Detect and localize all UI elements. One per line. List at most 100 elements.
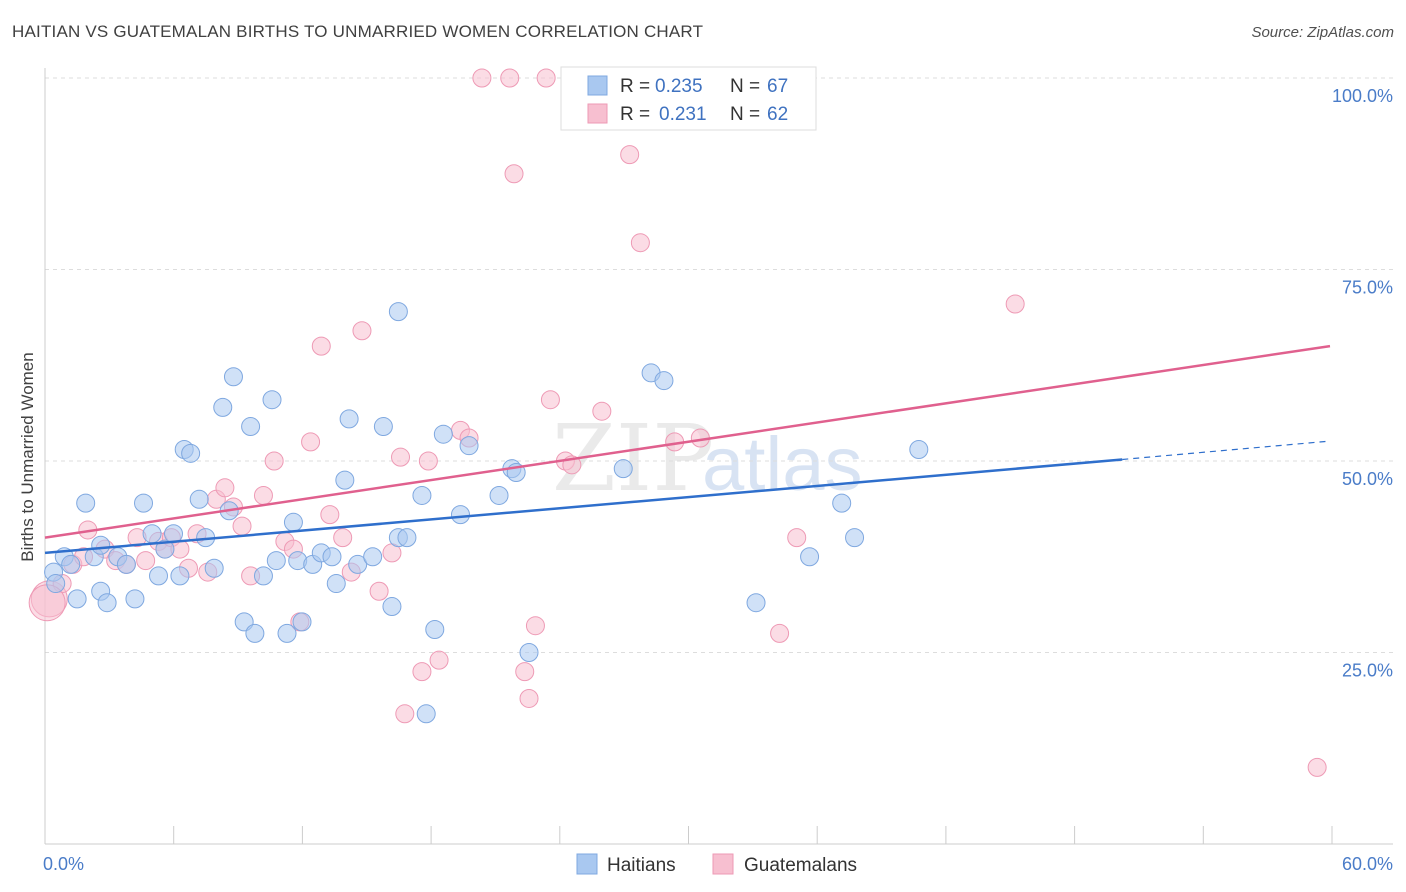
trend-lines (44, 344, 1331, 555)
haitians-point (339, 409, 359, 429)
haitians-point (425, 620, 445, 640)
guatemalans-point (391, 447, 411, 467)
haitians-point (832, 493, 852, 513)
haitians-point (142, 524, 162, 544)
haitians-point (213, 397, 233, 417)
haitians-point (76, 493, 96, 513)
guatemalans-point (630, 233, 650, 253)
haitians-point (277, 623, 297, 643)
guatemalans-point (320, 505, 340, 525)
legend-guatemalans-label: Guatemalans (744, 855, 857, 876)
haitians-point (91, 535, 111, 555)
guatemalans-point (1005, 294, 1025, 314)
haitians-point (459, 436, 479, 456)
guatemalans-point (333, 528, 353, 548)
guatemalans-point (500, 68, 520, 88)
stats-haitians-n-value: 67 (767, 76, 788, 97)
haitians-point (613, 459, 633, 479)
y-tick-labels: 100.0% 75.0% 50.0% 25.0% (1332, 86, 1393, 681)
guatemalans-point (352, 321, 372, 341)
guatemalans-point (418, 451, 438, 471)
chart-title: HAITIAN VS GUATEMALAN BIRTHS TO UNMARRIE… (12, 22, 704, 41)
haitians-point (266, 551, 286, 571)
guatemalans-point (301, 432, 321, 452)
guatemalans-point (395, 704, 415, 724)
haitians-point (335, 470, 355, 490)
haitians-trend-line (44, 458, 1123, 555)
legend: Haitians Guatemalans (576, 853, 857, 876)
guatemalans-point (412, 662, 432, 682)
y-tick-label: 50.0% (1342, 469, 1393, 489)
haitians-point (97, 593, 117, 613)
haitians-point (223, 367, 243, 387)
haitians-point (46, 574, 66, 594)
haitians-point (241, 417, 261, 437)
guatemalans-point (515, 662, 535, 682)
guatemalans-point (232, 516, 252, 536)
haitians-point (397, 528, 417, 548)
guatemalans-point (369, 581, 389, 601)
stats-guatemalans-swatch (587, 103, 608, 124)
y-tick-label: 25.0% (1342, 661, 1393, 681)
haitians-point (61, 554, 81, 574)
guatemalans-point (264, 451, 284, 471)
legend-haitians-swatch (576, 853, 598, 875)
haitians-point (170, 566, 190, 586)
haitians-point (181, 443, 201, 463)
x-axis-ticks (44, 826, 1333, 844)
haitians-point (292, 612, 312, 632)
haitians-point (189, 489, 209, 509)
haitians-point (800, 547, 820, 567)
haitians-point (322, 547, 342, 567)
x-tick-label-min: 0.0% (43, 854, 84, 874)
stats-haitians-swatch (587, 75, 608, 96)
guatemalans-point (504, 164, 524, 184)
haitians-point (433, 424, 453, 444)
guatemalans-point (536, 68, 556, 88)
haitians-point (149, 566, 169, 586)
stats-guatemalans-n-value: 62 (767, 104, 788, 125)
haitians-point (363, 547, 383, 567)
haitians-point (654, 371, 674, 391)
haitians-point (412, 485, 432, 505)
legend-haitians-label: Haitians (607, 855, 676, 876)
haitians-point (253, 566, 273, 586)
guatemalans-trend-line (44, 344, 1331, 539)
y-axis-label: Births to Unmarried Women (18, 352, 37, 561)
haitians-point (519, 643, 539, 662)
haitians-point (326, 574, 346, 594)
stats-haitians-r-label: R = (620, 76, 650, 97)
haitians-point (116, 554, 136, 574)
haitians-point (125, 589, 145, 609)
haitians-point (416, 704, 436, 724)
y-tick-label: 75.0% (1342, 278, 1393, 298)
haitians-point (204, 558, 224, 578)
y-tick-label: 100.0% (1332, 86, 1393, 106)
guatemalans-point (620, 145, 640, 165)
source-credit: Source: ZipAtlas.com (1251, 24, 1394, 41)
stats-haitians-n-label: N = (730, 76, 760, 97)
haitians-point (382, 597, 402, 617)
haitians-point (845, 528, 865, 548)
haitians-point (373, 417, 393, 437)
guatemalans-point (540, 390, 560, 410)
x-tick-label-max: 60.0% (1342, 854, 1393, 874)
haitians-point (245, 623, 265, 643)
haitians-point (67, 589, 87, 609)
guatemalans-point (215, 478, 235, 498)
guatemalans-point (787, 528, 807, 548)
haitians-point (388, 302, 408, 322)
guatemalans-point (253, 485, 273, 505)
stats-box: R = 0.235 N = 67 R = 0.231 N = 62 (560, 66, 817, 131)
haitians-points (44, 302, 929, 724)
guatemalans-point (519, 688, 539, 708)
haitians-trend-extension (1122, 440, 1331, 461)
guatemalans-point (592, 401, 612, 421)
haitians-point (489, 485, 509, 505)
stats-guatemalans-n-label: N = (730, 104, 760, 125)
haitians-point (283, 512, 303, 532)
haitians-point (450, 505, 470, 525)
stats-guatemalans-r-value: 0.231 (659, 104, 707, 125)
haitians-point (134, 493, 154, 513)
